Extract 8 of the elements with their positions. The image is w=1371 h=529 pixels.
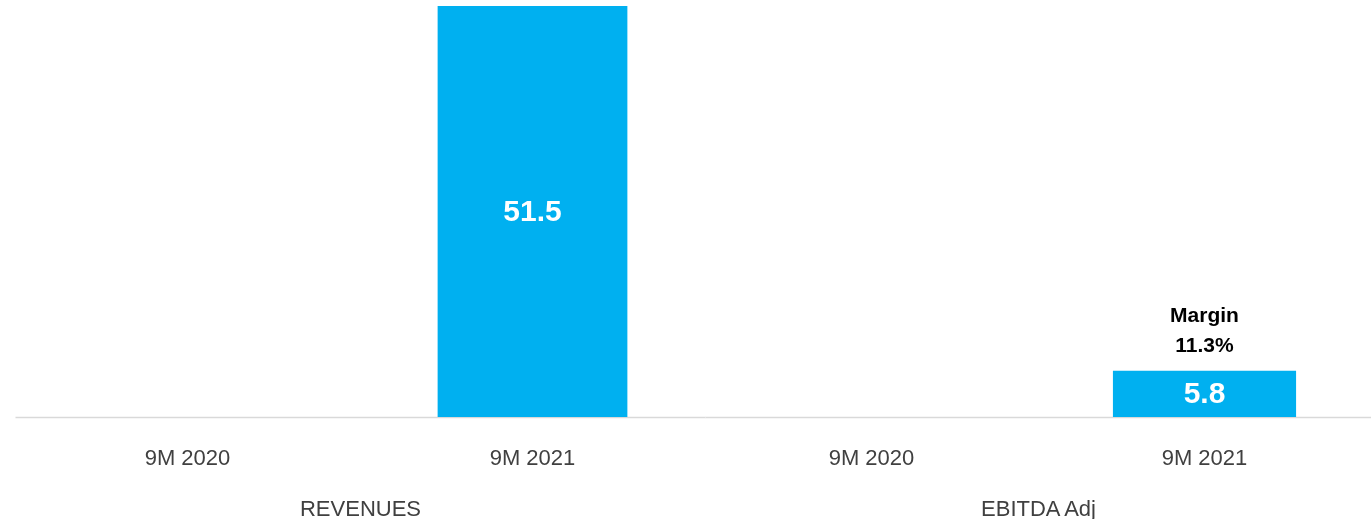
x-tick-label: 9M 2021 <box>1161 444 1248 470</box>
x-tick-label: 9M 2021 <box>489 444 576 470</box>
data-label: 5.8 <box>1183 375 1226 409</box>
x-axis-title: REVENUES <box>299 495 422 521</box>
annotation: Margin 11.3% <box>1170 302 1239 356</box>
data-label: 51.5 <box>503 193 562 227</box>
x-tick-label: 9M 2020 <box>144 444 231 470</box>
x-tick-label: 9M 2020 <box>828 444 915 470</box>
